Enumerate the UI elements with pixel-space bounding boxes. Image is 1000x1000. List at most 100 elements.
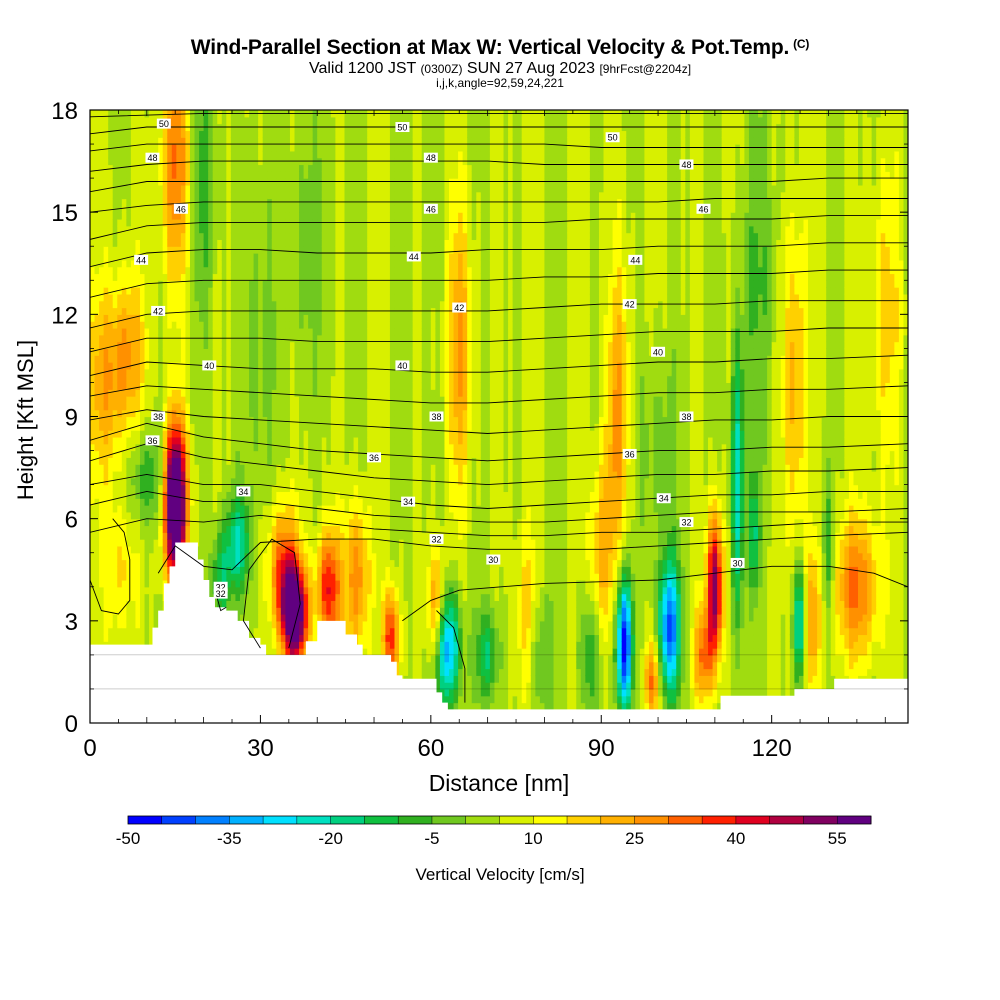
heatmap-cell bbox=[280, 511, 287, 520]
heatmap-cell bbox=[126, 198, 132, 206]
heatmap-cell bbox=[258, 266, 264, 275]
heatmap-cell bbox=[208, 287, 214, 295]
heatmap-cell bbox=[221, 130, 227, 138]
heatmap-cell bbox=[335, 423, 341, 431]
heatmap-cell bbox=[285, 470, 291, 479]
heatmap-cell bbox=[271, 559, 277, 567]
heatmap-cell bbox=[276, 232, 282, 241]
heatmap-cell bbox=[94, 573, 100, 581]
heatmap-cell bbox=[189, 470, 196, 479]
heatmap-cell bbox=[112, 293, 118, 302]
heatmap-cell bbox=[153, 573, 159, 581]
heatmap-cell bbox=[299, 450, 305, 458]
heatmap-cell bbox=[226, 130, 232, 138]
heatmap-cell bbox=[280, 253, 287, 261]
heatmap-cell bbox=[117, 491, 123, 499]
heatmap-cell bbox=[153, 402, 159, 411]
heatmap-cell bbox=[267, 191, 273, 200]
heatmap-cell bbox=[117, 212, 123, 220]
heatmap-cell bbox=[94, 505, 100, 513]
heatmap-cell bbox=[194, 130, 200, 138]
heatmap-cell bbox=[108, 273, 114, 281]
heatmap-cell bbox=[267, 470, 273, 479]
heatmap-cell bbox=[294, 600, 300, 608]
heatmap-cell bbox=[285, 552, 291, 561]
heatmap-cell bbox=[249, 402, 255, 411]
heatmap-cell bbox=[199, 253, 205, 261]
heatmap-cell bbox=[317, 586, 323, 595]
heatmap-cell bbox=[330, 259, 336, 268]
heatmap-cell bbox=[312, 586, 318, 595]
heatmap-cell bbox=[117, 253, 123, 261]
heatmap-cell bbox=[103, 484, 109, 493]
heatmap-cell bbox=[262, 171, 268, 179]
heatmap-cell bbox=[108, 157, 114, 166]
heatmap-cell bbox=[230, 253, 237, 261]
heatmap-cell bbox=[180, 525, 187, 533]
heatmap-cell bbox=[230, 491, 237, 499]
heatmap-cell bbox=[108, 457, 114, 465]
heatmap-cell bbox=[103, 300, 109, 309]
heatmap-cell bbox=[185, 484, 191, 493]
heatmap-cell bbox=[117, 620, 123, 629]
heatmap-cell bbox=[199, 545, 205, 554]
heatmap-cell bbox=[326, 355, 332, 363]
heatmap-cell bbox=[308, 246, 314, 254]
heatmap-cell bbox=[335, 525, 341, 533]
heatmap-cell bbox=[299, 280, 305, 288]
heatmap-cell bbox=[103, 552, 109, 561]
heatmap-cell bbox=[262, 450, 268, 458]
heatmap-cell bbox=[167, 191, 173, 200]
heatmap-cell bbox=[217, 566, 223, 574]
heatmap-cell bbox=[139, 225, 146, 234]
heatmap-cell bbox=[158, 184, 164, 193]
heatmap-cell bbox=[112, 600, 118, 608]
heatmap-cell bbox=[194, 280, 200, 288]
heatmap-cell bbox=[303, 464, 309, 472]
heatmap-cell bbox=[299, 634, 305, 642]
heatmap-cell bbox=[271, 273, 277, 281]
heatmap-cell bbox=[244, 232, 250, 241]
heatmap-cell bbox=[144, 491, 150, 499]
heatmap-cell bbox=[180, 225, 187, 234]
heatmap-cell bbox=[244, 321, 250, 329]
heatmap-cell bbox=[276, 579, 282, 588]
heatmap-cell bbox=[94, 552, 100, 561]
heatmap-cell bbox=[308, 416, 314, 424]
heatmap-cell bbox=[299, 559, 305, 567]
heatmap-cell bbox=[262, 593, 268, 601]
heatmap-cell bbox=[130, 593, 137, 601]
heatmap-cell bbox=[289, 266, 296, 275]
heatmap-cell bbox=[308, 327, 314, 336]
heatmap-cell bbox=[162, 341, 168, 349]
heatmap-cell bbox=[326, 498, 332, 506]
heatmap-cell bbox=[139, 212, 146, 220]
heatmap-cell bbox=[299, 470, 305, 479]
heatmap-cell bbox=[199, 205, 205, 213]
heatmap-cell bbox=[117, 586, 123, 595]
heatmap-cell bbox=[294, 293, 300, 302]
heatmap-cell bbox=[162, 293, 168, 302]
heatmap-cell bbox=[226, 266, 232, 275]
heatmap-cell bbox=[285, 362, 291, 370]
heatmap-cell bbox=[99, 423, 105, 431]
heatmap-cell bbox=[180, 423, 187, 431]
heatmap-cell bbox=[135, 423, 141, 431]
heatmap-cell bbox=[226, 205, 232, 213]
heatmap-cell bbox=[112, 368, 118, 377]
heatmap-cell bbox=[167, 212, 173, 220]
heatmap-cell bbox=[103, 348, 109, 356]
heatmap-cell bbox=[94, 259, 100, 268]
heatmap-cell bbox=[117, 116, 123, 125]
heatmap-cell bbox=[244, 253, 250, 261]
heatmap-cell bbox=[276, 341, 282, 349]
heatmap-cell bbox=[326, 518, 332, 527]
heatmap-cell bbox=[230, 116, 237, 125]
heatmap-cell bbox=[112, 505, 118, 513]
heatmap-cell bbox=[294, 484, 300, 493]
heatmap-cell bbox=[130, 566, 137, 574]
heatmap-cell bbox=[108, 505, 114, 513]
heatmap-cell bbox=[199, 464, 205, 472]
heatmap-cell bbox=[90, 552, 96, 561]
heatmap-cell bbox=[153, 130, 159, 138]
